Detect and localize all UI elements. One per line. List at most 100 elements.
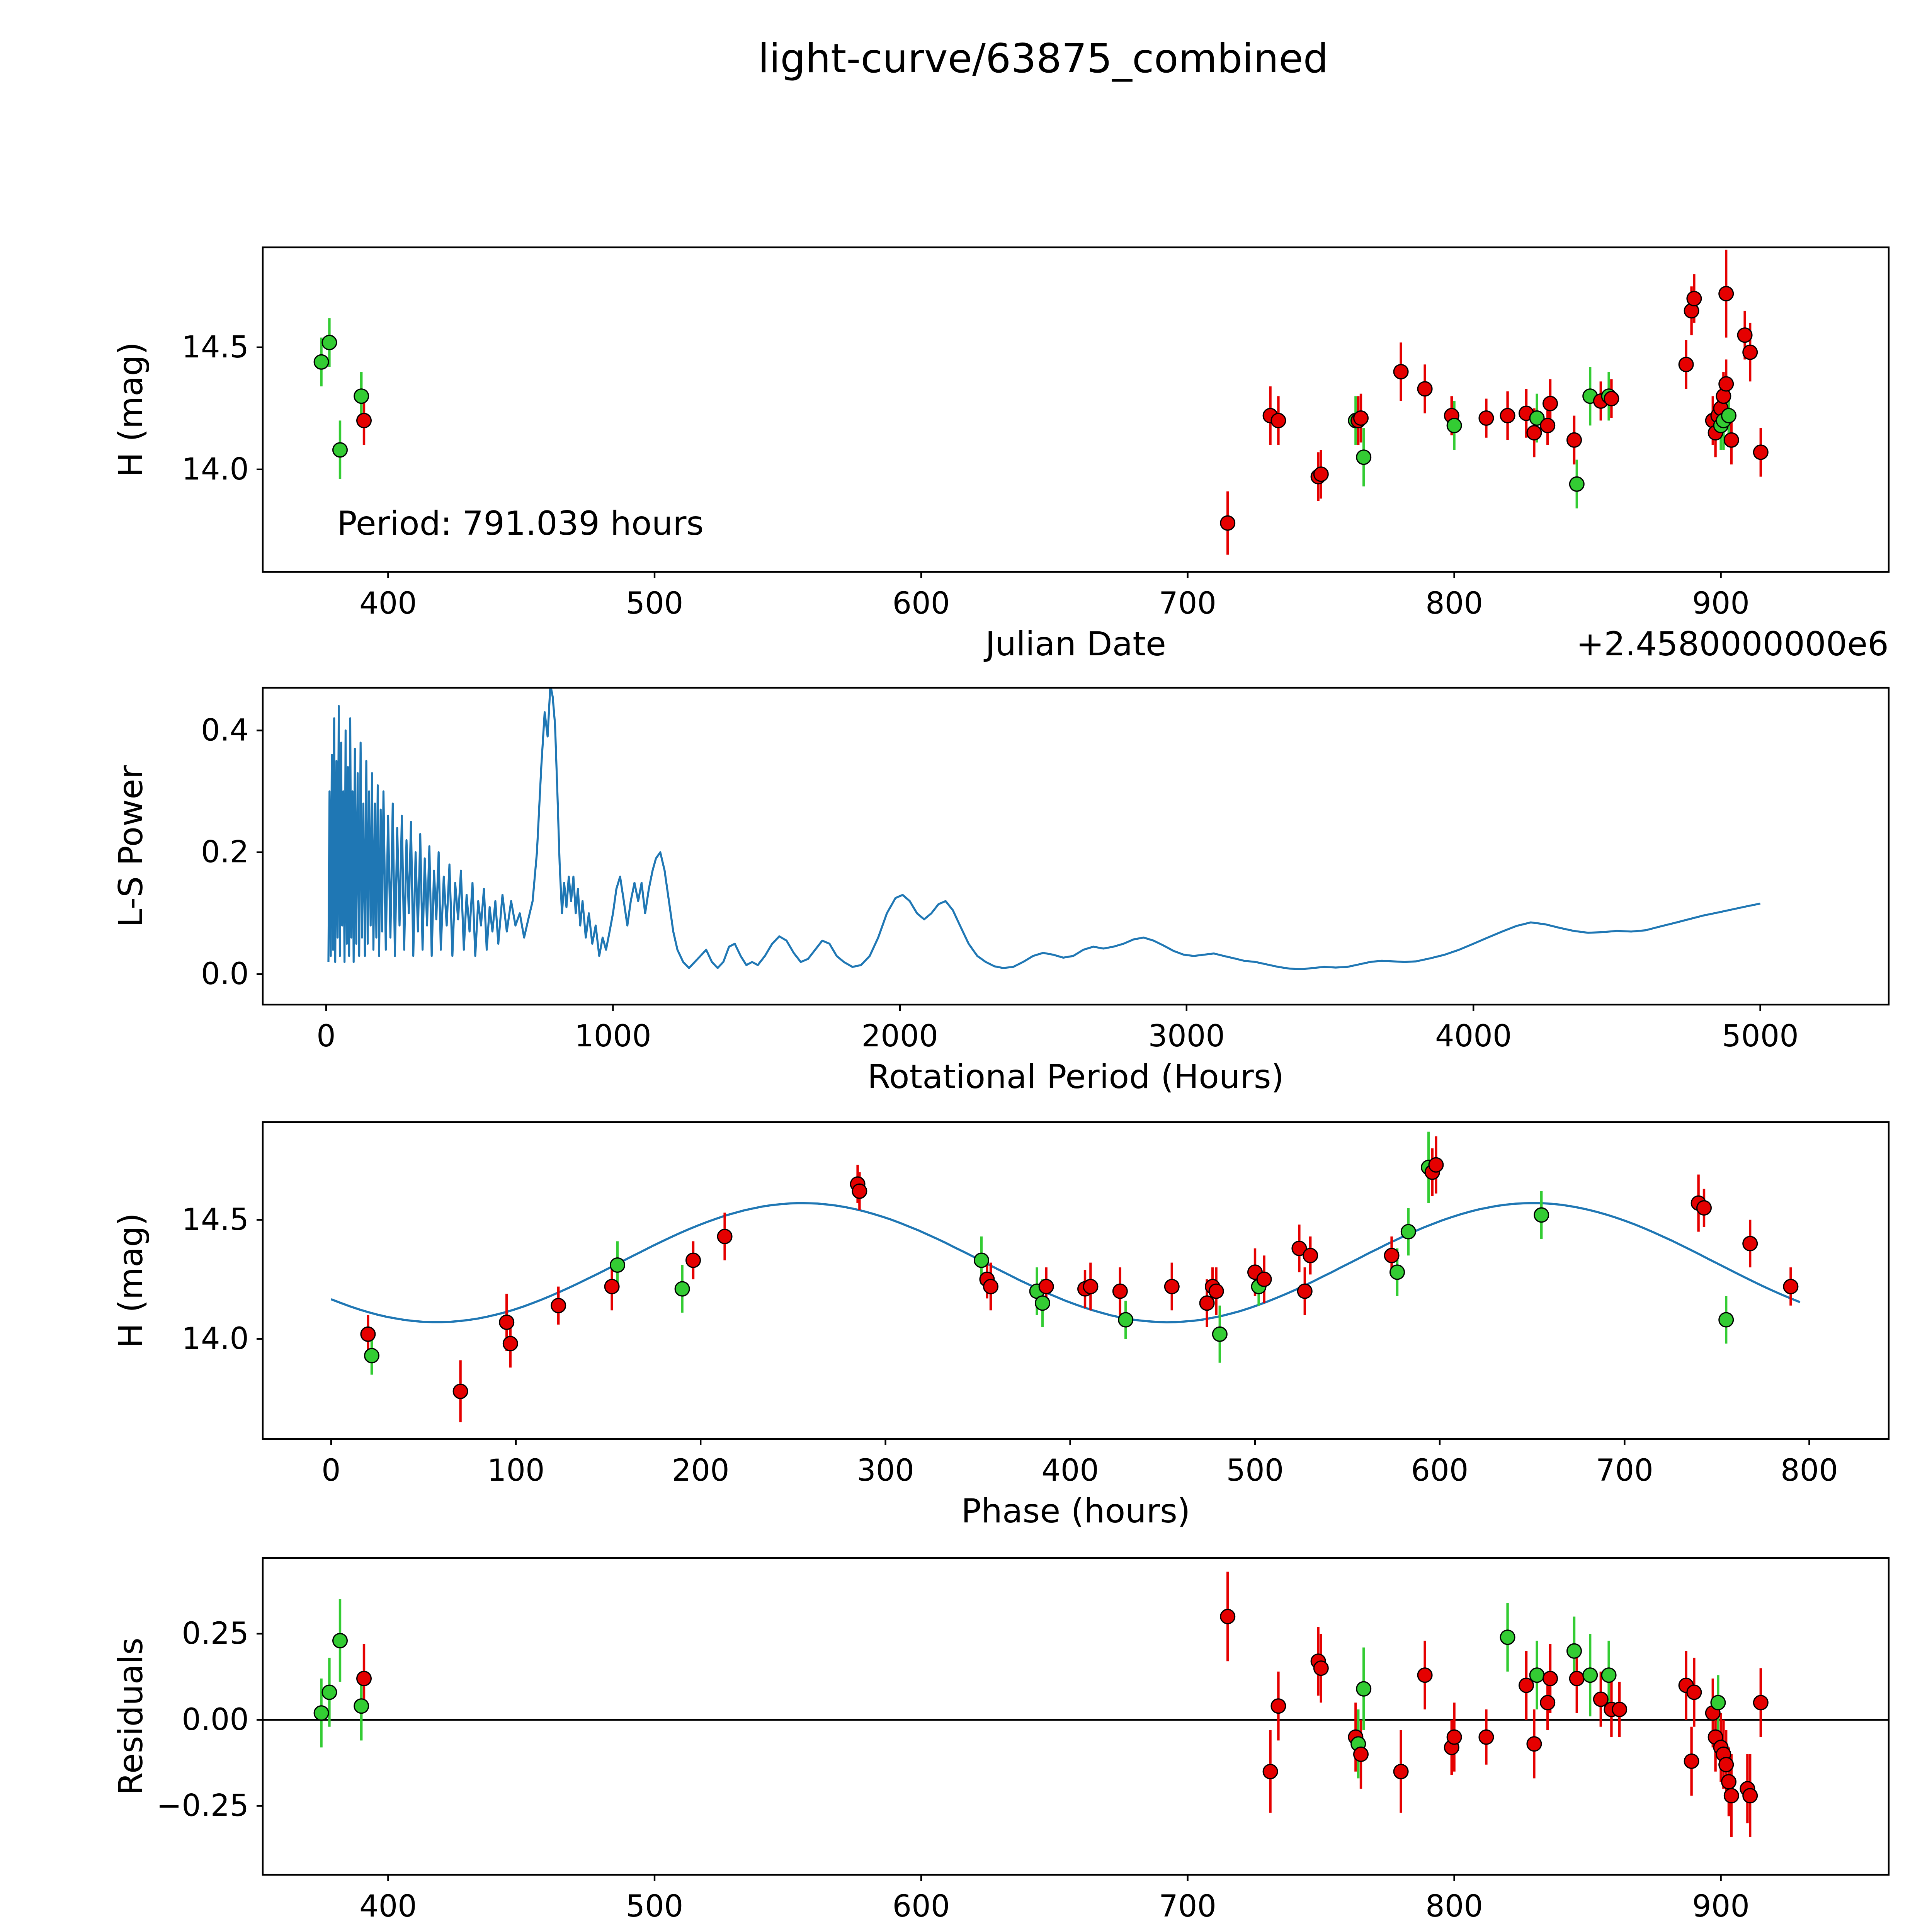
y-tick-label: 14.5: [182, 1202, 249, 1237]
period-annotation: Period: 791.039 hours: [337, 504, 704, 543]
panel-border: [262, 687, 1890, 1006]
y-tick-label: 0.0: [201, 957, 249, 992]
data-point: [1035, 1295, 1051, 1311]
data-point: [551, 1298, 566, 1313]
panel-border: [262, 1121, 1890, 1440]
x-tick-label: 900: [1692, 1889, 1750, 1924]
y-axis-label: L-S Power: [112, 765, 150, 927]
data-point: [1540, 1695, 1556, 1711]
data-point: [1270, 413, 1286, 429]
data-point: [1566, 1643, 1582, 1659]
data-point: [1519, 1677, 1534, 1693]
data-point: [1534, 1207, 1549, 1223]
data-point: [983, 1279, 999, 1294]
data-point: [609, 1257, 625, 1273]
data-point: [1500, 408, 1515, 423]
data-point: [1389, 1264, 1405, 1280]
data-point: [1083, 1279, 1099, 1294]
data-point: [502, 1336, 518, 1352]
data-point: [1446, 1729, 1462, 1745]
data-point: [1718, 286, 1734, 301]
data-point: [1753, 444, 1769, 460]
data-point: [1220, 1609, 1236, 1624]
x-tick-label: 3000: [1148, 1019, 1225, 1054]
data-point: [974, 1252, 990, 1268]
data-point: [1593, 1691, 1609, 1707]
y-tick-label: 0.25: [182, 1616, 249, 1651]
x-tick-label: 800: [1425, 1889, 1483, 1924]
y-axis-label: H (mag): [112, 342, 150, 477]
data-point: [1303, 1248, 1318, 1264]
data-point: [1723, 1788, 1739, 1804]
panel-phase: 0 100 200 300 400 500 600 700 800 14.0 14.5 Phase (…: [112, 1121, 1890, 1531]
series-periodogram: [327, 688, 1761, 970]
figure-title: light-curve/63875_combined: [758, 36, 1328, 82]
x-tick-label: 500: [626, 1889, 684, 1924]
x-tick-label: 400: [359, 1889, 417, 1924]
data-point: [1718, 376, 1734, 392]
data-point: [1428, 1157, 1444, 1173]
x-tick-label: 0: [321, 1453, 341, 1488]
series-residuals: [263, 1571, 1889, 1837]
data-point: [717, 1229, 733, 1245]
y-axis-label: H (mag): [112, 1213, 150, 1348]
data-point: [1038, 1279, 1054, 1294]
data-point: [1684, 1753, 1699, 1769]
x-tick-label: 200: [672, 1453, 730, 1488]
data-point: [354, 1698, 369, 1714]
x-offset-label: +2.4580000000e6: [1576, 625, 1889, 663]
data-point: [1678, 357, 1694, 372]
data-point: [1718, 1312, 1734, 1328]
data-point: [1262, 1764, 1278, 1779]
x-tick-label: 600: [893, 586, 950, 621]
data-point: [1112, 1283, 1128, 1299]
x-tick-label: 100: [487, 1453, 545, 1488]
data-point: [1220, 515, 1236, 531]
data-point: [1696, 1200, 1712, 1216]
data-point: [1543, 1671, 1558, 1687]
data-point: [499, 1315, 515, 1330]
panel-residuals: 400 500 600 700 800 900 −0.25 0.00 0.25 Julian Da…: [112, 1557, 1890, 1932]
data-point: [1500, 1629, 1515, 1645]
y-tick-label: 14.0: [182, 1321, 249, 1356]
panel-border: [262, 246, 1890, 573]
data-point: [674, 1281, 690, 1297]
data-point: [1417, 1667, 1433, 1683]
data-point: [1718, 1757, 1734, 1772]
data-point: [321, 335, 337, 350]
data-point: [1783, 1279, 1799, 1294]
data-point: [1582, 1667, 1598, 1683]
data-point: [1199, 1295, 1215, 1311]
data-point: [1686, 1684, 1702, 1700]
x-tick-label: 300: [857, 1453, 914, 1488]
panel-periodogram: 0 1000 2000 3000 4000 5000 0.0 0.2 0.4 Rotational…: [112, 687, 1890, 1096]
data-point: [1721, 1774, 1737, 1790]
data-point: [1297, 1283, 1313, 1299]
x-tick-label: 500: [1226, 1453, 1284, 1488]
data-point: [1753, 1695, 1769, 1711]
data-point: [1478, 410, 1494, 426]
data-point: [1400, 1224, 1416, 1240]
data-point: [1208, 1283, 1224, 1299]
x-tick-label: 400: [359, 586, 417, 621]
x-tick-label: 2000: [862, 1019, 939, 1054]
data-point: [1291, 1240, 1307, 1256]
y-tick-label: 14.0: [182, 452, 249, 487]
data-point: [1384, 1248, 1400, 1264]
y-tick-label: 0.00: [182, 1702, 249, 1737]
x-tick-label: 0: [316, 1019, 336, 1054]
data-point: [1566, 432, 1582, 448]
y-axis-label: Residuals: [112, 1638, 150, 1795]
data-point: [364, 1348, 379, 1364]
y-tick-label: 14.5: [182, 330, 249, 365]
data-point: [1601, 1667, 1617, 1683]
x-tick-label: 700: [1159, 586, 1216, 621]
y-tick-label: 0.4: [201, 713, 249, 748]
series-lightcurve: [313, 250, 1769, 555]
periodogram-line: [327, 688, 1761, 970]
data-point: [1353, 410, 1369, 426]
data-point: [452, 1383, 468, 1399]
x-tick-label: 600: [1411, 1453, 1469, 1488]
data-point: [354, 388, 369, 404]
